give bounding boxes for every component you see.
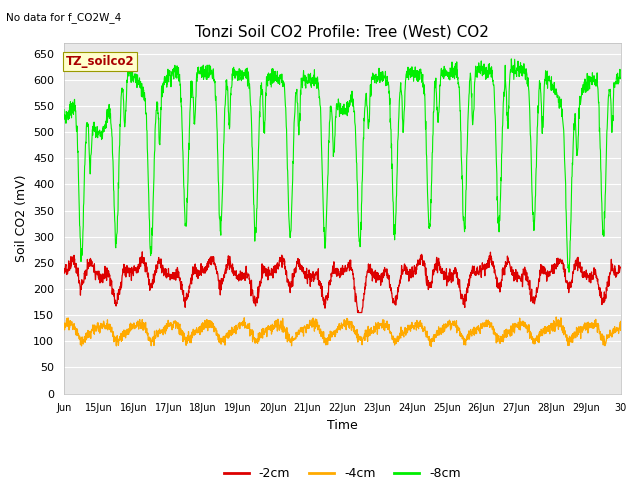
Text: TZ_soilco2: TZ_soilco2 bbox=[66, 55, 134, 68]
Title: Tonzi Soil CO2 Profile: Tree (West) CO2: Tonzi Soil CO2 Profile: Tree (West) CO2 bbox=[195, 24, 490, 39]
Text: No data for f_CO2W_4: No data for f_CO2W_4 bbox=[6, 12, 122, 23]
Legend: -2cm, -4cm, -8cm: -2cm, -4cm, -8cm bbox=[219, 462, 466, 480]
Y-axis label: Soil CO2 (mV): Soil CO2 (mV) bbox=[15, 175, 28, 262]
X-axis label: Time: Time bbox=[327, 419, 358, 432]
